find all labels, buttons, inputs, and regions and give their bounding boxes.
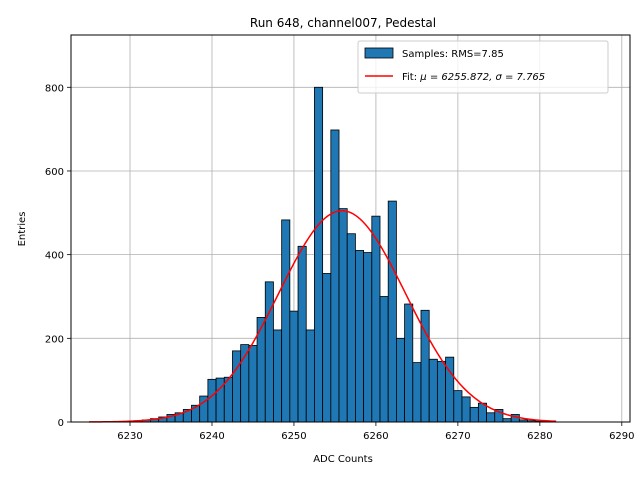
y-tick-label: 800 — [45, 83, 64, 94]
histogram-bar — [502, 418, 512, 423]
legend: Samples: RMS=7.85 Fit: μ = 6255.872, σ =… — [357, 40, 609, 94]
x-axis-ticks: 6230 6240 6250 6260 6270 6280 6290 — [117, 422, 635, 442]
histogram-bar — [486, 412, 496, 423]
histogram-bars — [133, 86, 553, 423]
chart-title: Run 648, channel007, Pedestal — [250, 16, 436, 30]
histogram-bar — [330, 129, 340, 423]
legend-label-fit-prefix: Fit: — [402, 72, 420, 83]
histogram-bar — [289, 310, 299, 423]
y-axis-label: Entries — [17, 212, 28, 247]
histogram-bar — [355, 250, 365, 423]
y-tick-label: 600 — [45, 167, 64, 178]
histogram-bar — [264, 281, 274, 423]
y-tick-label: 200 — [45, 334, 64, 345]
legend-label-fit-params: μ = 6255.872, σ = 7.765 — [419, 72, 545, 83]
histogram-bar — [371, 215, 381, 423]
legend-label-fit: Fit: μ = 6255.872, σ = 7.765 — [402, 72, 545, 83]
histogram-bar — [322, 273, 332, 423]
legend-label-samples: Samples: RMS=7.85 — [402, 49, 504, 60]
histogram-bar — [404, 303, 414, 423]
histogram-bar — [453, 390, 463, 423]
plot-area-frame — [70, 34, 631, 423]
histogram-bar — [207, 378, 217, 423]
histogram-bar — [396, 337, 405, 423]
x-tick-label: 6240 — [199, 431, 224, 442]
histogram-bar — [232, 350, 242, 423]
histogram-bar — [387, 200, 397, 423]
histogram-bar — [297, 245, 307, 423]
legend-swatch-samples — [364, 47, 394, 59]
x-tick-label: 6270 — [445, 431, 470, 442]
legend-box — [357, 40, 609, 94]
x-tick-label: 6250 — [281, 431, 306, 442]
histogram-bar — [379, 296, 389, 423]
histogram-bar — [223, 376, 233, 423]
histogram-bar — [305, 329, 315, 423]
histogram-bar — [363, 252, 373, 423]
histogram-bar — [412, 362, 422, 423]
histogram-bar — [346, 233, 356, 423]
gaussian-fit-line — [89, 209, 557, 423]
histogram-bar — [273, 329, 283, 423]
x-tick-label: 6230 — [117, 431, 142, 442]
histogram-bar — [281, 219, 291, 423]
x-axis-label: ADC Counts — [313, 454, 373, 465]
histogram-bar — [436, 360, 446, 423]
histogram-bar — [314, 86, 324, 423]
x-tick-label: 6290 — [609, 431, 634, 442]
fit-curve-group — [89, 209, 557, 423]
y-axis-ticks: 0 200 400 600 800 — [45, 83, 71, 429]
x-tick-label: 6260 — [363, 431, 388, 442]
histogram-bar — [428, 358, 438, 423]
histogram-bar — [461, 396, 471, 423]
x-tick-label: 6280 — [527, 431, 552, 442]
histogram-bar — [338, 208, 348, 423]
histogram-bar — [469, 406, 479, 423]
histogram-bar — [248, 345, 258, 423]
y-tick-label: 0 — [58, 418, 64, 429]
y-tick-label: 400 — [45, 251, 64, 262]
